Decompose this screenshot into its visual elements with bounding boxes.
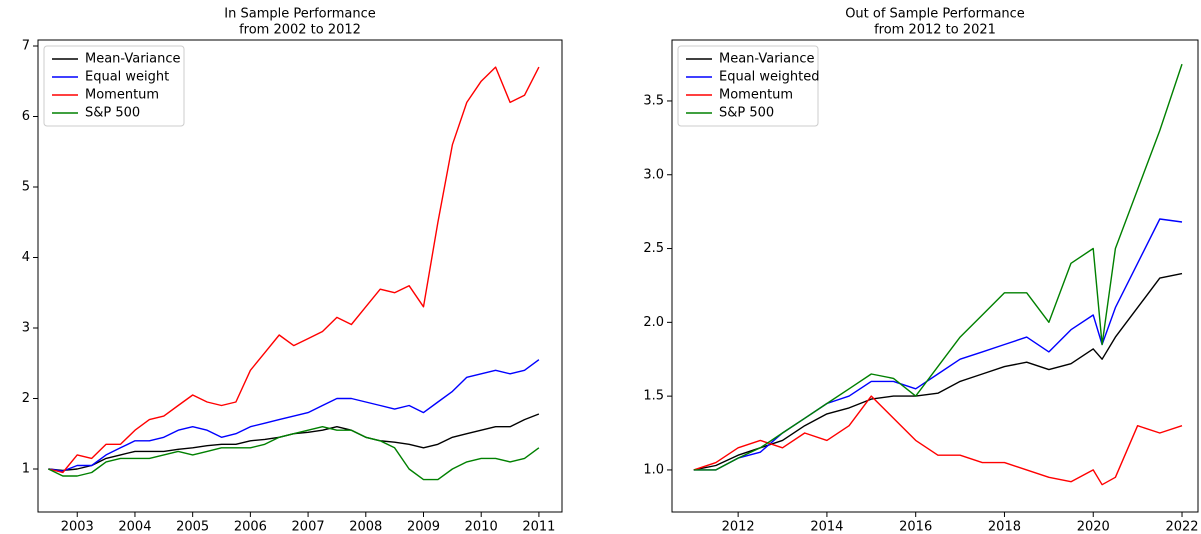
y-tick-label: 3.5 bbox=[643, 93, 664, 108]
x-tick-label: 2020 bbox=[1077, 520, 1110, 534]
series-line bbox=[693, 218, 1183, 471]
y-tick-label: 1 bbox=[22, 461, 30, 476]
plot-frame bbox=[671, 39, 1199, 513]
y-tick-label: 3.0 bbox=[643, 167, 664, 182]
chart-subtitle: from 2002 to 2012 bbox=[239, 23, 361, 38]
y-tick-label: 2.5 bbox=[643, 241, 664, 256]
x-tick-label: 2006 bbox=[234, 520, 267, 534]
x-tick-label: 2005 bbox=[176, 520, 209, 534]
legend-label: Mean-Variance bbox=[719, 52, 815, 67]
legend-label: Momentum bbox=[719, 88, 793, 103]
series-line bbox=[48, 66, 540, 474]
y-tick-label: 6 bbox=[22, 109, 30, 124]
x-tick-label: 2012 bbox=[722, 520, 755, 534]
y-tick-label: 2.0 bbox=[643, 315, 664, 330]
series-line bbox=[48, 426, 540, 481]
plot-frame bbox=[37, 39, 563, 513]
y-tick-label: 5 bbox=[22, 179, 30, 194]
chart-title: Out of Sample Performance bbox=[845, 7, 1025, 22]
chart-subtitle: from 2012 to 2021 bbox=[874, 23, 996, 38]
legend-label: Equal weighted bbox=[719, 70, 820, 85]
legend-label: Momentum bbox=[85, 88, 159, 103]
legend: Mean-Variance Equal weight Momentum S&P 500 bbox=[43, 45, 185, 127]
y-tick-label: 2 bbox=[22, 391, 30, 406]
legend-box bbox=[677, 45, 819, 127]
y-tick-label: 1.5 bbox=[643, 389, 664, 404]
x-tick-label: 2016 bbox=[899, 520, 932, 534]
x-tick-label: 2003 bbox=[61, 520, 94, 534]
legend-label: S&P 500 bbox=[85, 106, 140, 121]
y-tick-label: 7 bbox=[22, 38, 30, 53]
series-line bbox=[693, 272, 1183, 471]
chart-title: In Sample Performance bbox=[224, 7, 375, 22]
legend-label: S&P 500 bbox=[719, 106, 774, 121]
x-tick-label: 2008 bbox=[349, 520, 382, 534]
x-tick-label: 2022 bbox=[1165, 520, 1198, 534]
y-tick-label: 3 bbox=[22, 320, 30, 335]
series-line bbox=[48, 359, 540, 472]
legend: Mean-Variance Equal weighted Momentum S&P 5… bbox=[677, 45, 820, 127]
y-tick-label: 1.0 bbox=[643, 462, 664, 477]
series-line bbox=[693, 63, 1183, 471]
x-tick-label: 2004 bbox=[118, 520, 151, 534]
x-tick-label: 2018 bbox=[988, 520, 1021, 534]
series-line bbox=[693, 395, 1183, 486]
legend-label: Mean-Variance bbox=[85, 52, 181, 67]
x-tick-label: 2010 bbox=[465, 520, 498, 534]
x-tick-label: 2014 bbox=[810, 520, 843, 534]
legend-box bbox=[43, 45, 185, 127]
x-tick-label: 2007 bbox=[292, 520, 325, 534]
x-tick-label: 2009 bbox=[407, 520, 440, 534]
y-tick-label: 4 bbox=[22, 250, 30, 265]
legend-label: Equal weight bbox=[85, 70, 169, 85]
x-tick-label: 2011 bbox=[522, 520, 555, 534]
